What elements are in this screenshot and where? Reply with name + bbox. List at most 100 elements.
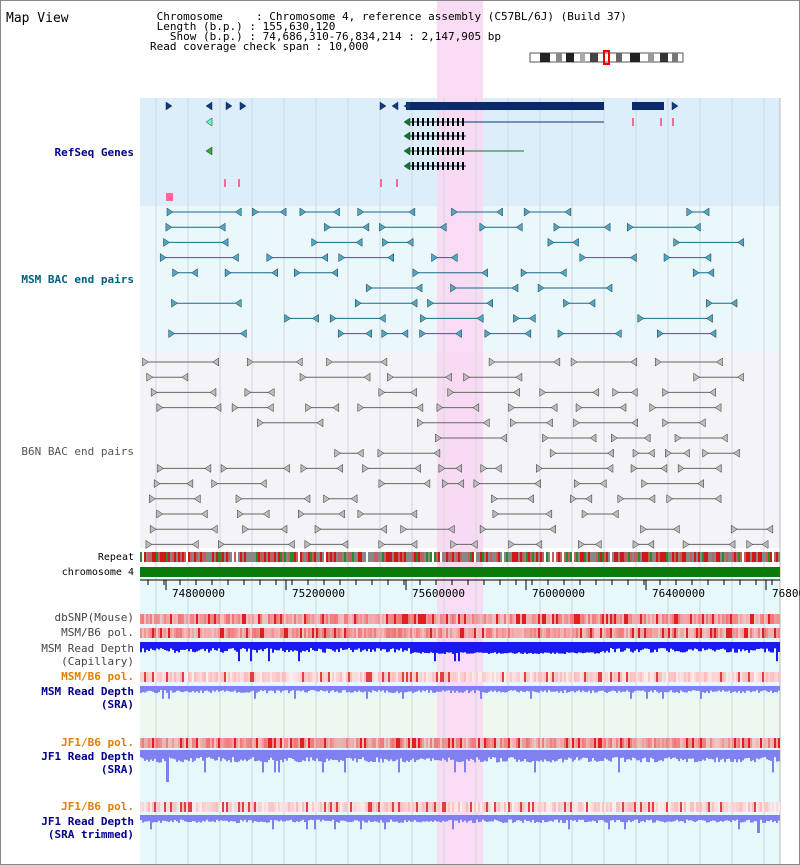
depth-bar [480,642,482,653]
depth-bar [776,750,778,762]
depth-bar [380,686,382,692]
depth-spike [757,815,760,833]
depth-bar [302,815,304,820]
depth-bar [696,750,698,762]
b6n-bac-end [410,509,418,519]
depth-bar [394,815,396,822]
heat-cell [236,802,238,812]
heat-cell [460,614,462,624]
heat-cell [192,802,194,812]
msm-bac-end [557,329,565,339]
heat-cell [252,738,254,748]
heat-cell [356,672,358,682]
depth-bar [764,642,766,653]
gene-block [406,102,604,110]
repeat-mark [486,552,488,562]
depth-bar [762,686,764,691]
msm-bac-end [337,329,345,339]
depth-bar [338,686,340,693]
heat-cell [724,738,726,748]
depth-bar [522,686,524,692]
repeat-mark [494,552,496,562]
heat-cell [764,614,766,624]
heat-cell [588,802,590,812]
depth-bar [216,750,218,761]
heat-cell [458,628,460,638]
repeat-mark [152,552,154,562]
heat-cell [688,672,690,682]
msm-bac-end [663,253,671,263]
depth-bar [686,815,688,820]
depth-bar [616,642,618,649]
repeat-mark [176,552,178,562]
heat-cell [432,802,434,812]
heat-cell [154,672,156,682]
heat-cell [556,672,558,682]
depth-bar [164,642,166,651]
depth-bar [630,750,632,761]
depth-bar [200,686,202,691]
heat-cell [346,628,348,638]
heat-cell [580,628,582,638]
exon [437,147,439,155]
repeat-mark [508,552,510,562]
heat-cell [566,628,568,638]
heat-cell [254,614,256,624]
heat-cell [744,672,746,682]
heat-cell [742,802,744,812]
depth-bar [674,815,676,821]
heat-cell [642,802,644,812]
heat-cell [228,802,230,812]
heat-cell [608,628,610,638]
depth-bar [452,815,454,830]
msm-bac-end [168,329,176,339]
b6n-bac-end [573,479,581,489]
b6n-bac-end [304,539,312,549]
heat-cell [744,614,746,624]
depth-bar [374,815,376,822]
heat-cell [172,672,174,682]
depth-bar [628,815,630,821]
track-label-refseq[interactable]: RefSeq Genes [54,146,134,159]
heat-cell [442,738,444,748]
heat-cell [668,672,670,682]
depth-bar [612,686,614,691]
heat-cell [612,628,614,638]
exon [442,162,444,170]
heat-cell [454,672,456,682]
heat-cell [574,802,576,812]
ideogram-band [660,53,668,62]
heat-cell [768,628,770,638]
heat-cell [172,802,174,812]
heat-cell [702,672,704,682]
heat-cell [466,614,468,624]
depth-bar [182,642,184,650]
heat-cell [446,614,448,624]
heat-cell [320,738,322,748]
track-label-msm-bac[interactable]: MSM BAC end pairs [21,273,134,286]
heat-cell [370,614,372,624]
depth-bar [492,815,494,822]
track-label-b6n-bac[interactable]: B6N BAC end pairs [21,445,134,458]
depth-bar [456,642,458,654]
heat-cell [356,738,358,748]
heat-cell [266,628,268,638]
heat-cell [436,802,438,812]
heat-cell [298,802,300,812]
heat-cell [296,628,298,638]
repeat-mark [590,552,592,562]
repeat-mark [690,552,692,562]
depth-bar [366,686,368,699]
depth-bar [698,686,700,692]
depth-bar [358,815,360,822]
heat-cell [762,802,764,812]
heat-cell [142,628,144,638]
heat-cell [480,614,482,624]
depth-bar [606,815,608,823]
heat-cell [238,738,240,748]
depth-bar [382,815,384,823]
heat-cell [212,614,214,624]
heat-cell [710,802,712,812]
depth-bar [774,686,776,693]
